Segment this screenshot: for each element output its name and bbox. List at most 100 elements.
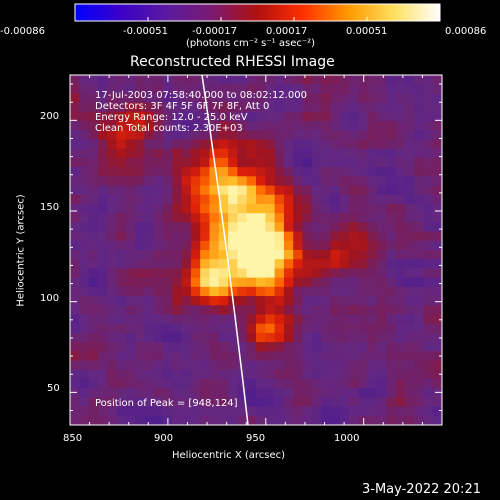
- image-pixel: [423, 314, 434, 325]
- image-pixel: [339, 277, 350, 288]
- image-pixel: [190, 75, 201, 85]
- image-pixel: [172, 388, 183, 398]
- image-pixel: [116, 268, 127, 279]
- image-pixel: [414, 388, 424, 398]
- image-pixel: [330, 194, 341, 205]
- image-pixel: [311, 213, 322, 223]
- image-pixel: [302, 130, 313, 141]
- image-pixel: [125, 222, 136, 233]
- image-pixel: [414, 277, 424, 288]
- image-pixel: [293, 397, 304, 408]
- image-pixel: [107, 75, 118, 85]
- image-pixel: [274, 323, 285, 334]
- image-pixel: [386, 111, 397, 122]
- image-pixel: [376, 231, 387, 242]
- image-pixel: [246, 130, 257, 141]
- image-pixel: [283, 342, 294, 352]
- image-pixel: [376, 296, 387, 306]
- image-pixel: [395, 378, 406, 389]
- image-pixel: [256, 194, 266, 205]
- image-pixel: [414, 259, 424, 270]
- image-pixel: [135, 75, 145, 85]
- image-pixel: [330, 314, 341, 325]
- image-pixel: [367, 268, 378, 279]
- image-pixel: [376, 268, 387, 279]
- image-pixel: [293, 259, 304, 270]
- image-pixel: [237, 332, 248, 343]
- image-pixel: [79, 93, 90, 104]
- image-pixel: [302, 185, 313, 196]
- image-pixel: [432, 369, 442, 380]
- image-pixel: [135, 259, 145, 270]
- image-pixel: [70, 268, 80, 279]
- image-pixel: [414, 378, 424, 389]
- image-pixel: [311, 240, 322, 251]
- image-pixel: [404, 351, 415, 362]
- image-pixel: [144, 231, 155, 242]
- image-pixel: [172, 406, 183, 417]
- image-pixel: [414, 323, 424, 334]
- image-pixel: [153, 121, 164, 131]
- image-pixel: [256, 314, 266, 325]
- image-pixel: [209, 250, 220, 260]
- image-pixel: [200, 185, 211, 196]
- image-pixel: [432, 415, 442, 425]
- image-pixel: [274, 250, 285, 260]
- image-pixel: [116, 167, 127, 177]
- image-pixel: [246, 121, 257, 131]
- image-pixel: [79, 185, 90, 196]
- image-pixel: [283, 286, 294, 297]
- image-pixel: [367, 369, 378, 380]
- image-pixel: [330, 369, 341, 380]
- image-pixel: [172, 102, 183, 113]
- image-pixel: [302, 406, 313, 417]
- image-pixel: [404, 167, 415, 177]
- image-pixel: [70, 194, 80, 205]
- image-pixel: [153, 75, 164, 85]
- image-pixel: [228, 388, 238, 398]
- image-pixel: [432, 84, 442, 95]
- image-pixel: [209, 286, 220, 297]
- image-pixel: [265, 102, 276, 113]
- image-pixel: [153, 157, 164, 168]
- image-pixel: [228, 351, 238, 362]
- image-pixel: [107, 231, 118, 242]
- image-pixel: [97, 185, 108, 196]
- image-pixel: [228, 167, 238, 177]
- image-pixel: [432, 203, 442, 214]
- image-pixel: [144, 378, 155, 389]
- image-pixel: [246, 305, 257, 316]
- image-pixel: [330, 130, 341, 141]
- image-pixel: [88, 157, 99, 168]
- image-pixel: [395, 388, 406, 398]
- image-pixel: [302, 75, 313, 85]
- x-tick-label: 950: [246, 433, 266, 444]
- image-pixel: [274, 102, 285, 113]
- image-pixel: [88, 406, 99, 417]
- image-pixel: [423, 75, 434, 85]
- image-pixel: [376, 406, 387, 417]
- image-pixel: [283, 222, 294, 233]
- image-pixel: [237, 323, 248, 334]
- image-pixel: [256, 222, 266, 233]
- image-pixel: [358, 213, 369, 223]
- image-pixel: [135, 277, 145, 288]
- image-pixel: [209, 130, 220, 141]
- image-pixel: [144, 84, 155, 95]
- image-pixel: [209, 176, 220, 187]
- image-pixel: [293, 185, 304, 196]
- image-pixel: [256, 259, 266, 270]
- image-pixel: [386, 250, 397, 260]
- image-pixel: [70, 222, 80, 233]
- image-pixel: [190, 268, 201, 279]
- image-pixel: [116, 111, 127, 122]
- image-pixel: [209, 240, 220, 251]
- image-pixel: [386, 213, 397, 223]
- image-pixel: [237, 314, 248, 325]
- image-pixel: [200, 378, 211, 389]
- image-pixel: [200, 84, 211, 95]
- image-pixel: [404, 93, 415, 104]
- image-pixel: [367, 111, 378, 122]
- image-pixel: [358, 222, 369, 233]
- image-pixel: [330, 397, 341, 408]
